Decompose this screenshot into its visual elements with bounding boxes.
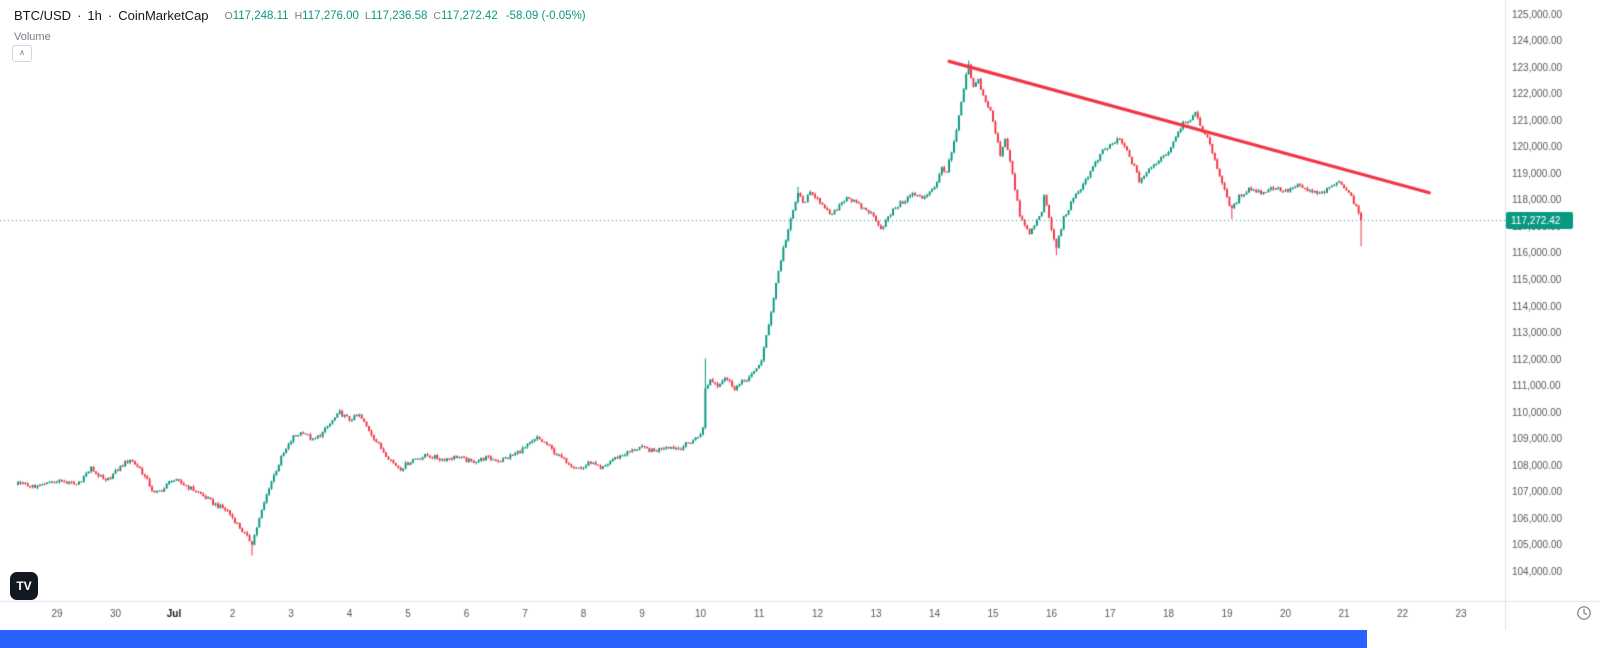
close-label: C [433, 9, 442, 22]
chart-canvas[interactable] [0, 0, 1600, 630]
open-label: O [224, 9, 233, 22]
high-value: 117,276.00 [302, 9, 359, 22]
chart-legend: BTC/USD · 1h · CoinMarketCap O117,248.11… [14, 8, 586, 23]
volume-indicator-label[interactable]: Volume [14, 31, 51, 43]
interval-label[interactable]: 1h [87, 8, 102, 23]
open-value: 117,248.11 [232, 9, 289, 22]
ohlc-values: O117,248.11 H117,276.00 L117,236.58 C117… [225, 10, 586, 22]
low-value: 117,236.58 [370, 9, 428, 22]
legend-separator: · [77, 8, 82, 23]
chevron-up-icon: ∧ [19, 48, 25, 57]
low-label: L [364, 9, 371, 22]
timezone-button[interactable] [1576, 605, 1592, 621]
data-source-label: CoinMarketCap [118, 8, 209, 23]
tradingview-logo[interactable]: TV [10, 572, 38, 600]
bottom-strip [0, 630, 1367, 648]
close-value: 117,272.42 [441, 9, 498, 22]
tradingview-logo-text: TV [16, 579, 32, 593]
expand-indicator-button[interactable]: ∧ [12, 45, 32, 62]
symbol-title[interactable]: BTC/USD [14, 8, 72, 23]
legend-separator: · [107, 8, 113, 23]
change-value: -58.09 (-0.05%) [505, 9, 586, 22]
high-label: H [294, 9, 303, 22]
clock-icon [1577, 606, 1591, 620]
